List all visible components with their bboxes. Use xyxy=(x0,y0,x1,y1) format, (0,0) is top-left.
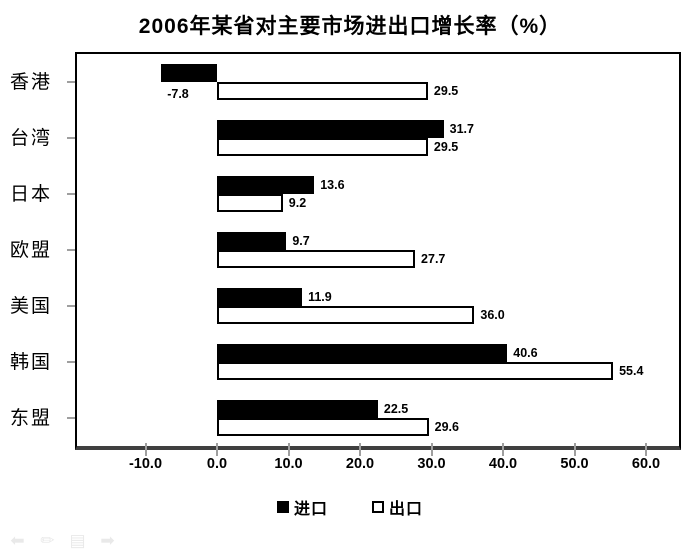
value-label: 11.9 xyxy=(308,290,332,304)
x-axis-tick-label: -10.0 xyxy=(128,456,163,472)
x-axis-tick xyxy=(430,443,433,456)
y-axis-tick xyxy=(67,193,75,195)
value-label: 13.6 xyxy=(320,178,345,192)
export-bar xyxy=(217,138,428,156)
export-bar xyxy=(217,250,416,268)
x-axis-tick xyxy=(216,443,218,456)
import-bar xyxy=(217,400,378,418)
category-label: 台湾 xyxy=(10,127,53,149)
import-bar xyxy=(217,288,303,306)
x-axis-tick-label: 30.0 xyxy=(417,456,446,472)
y-axis-tick xyxy=(67,81,75,83)
chart-title: 2006年某省对主要市场进出口增长率（%） xyxy=(138,15,562,38)
nav-toolbar: ⬅ ✏ ▤ ➡ xyxy=(8,531,117,551)
category-label: 美国 xyxy=(10,295,53,317)
x-axis-tick xyxy=(287,443,290,456)
x-axis-tick-label: 50.0 xyxy=(560,456,589,472)
export-bar xyxy=(217,82,428,100)
x-axis-tick xyxy=(502,443,504,456)
export-bar xyxy=(217,362,614,380)
legend-label: 出口 xyxy=(389,501,424,518)
value-label: 29.6 xyxy=(434,420,459,434)
value-label: 9.7 xyxy=(292,234,310,248)
value-label: -7.8 xyxy=(167,87,189,101)
y-axis-tick xyxy=(67,417,75,419)
pencil-icon[interactable]: ✏ xyxy=(40,531,55,550)
export-bar xyxy=(217,306,475,324)
plot-area: -7.8 29.5 31.7 29.5 13.6 9.2 9.7 27.7 11.9 36.0 40… xyxy=(75,52,681,450)
category-label: 日本 xyxy=(10,183,53,205)
category-label: 欧盟 xyxy=(10,239,53,261)
export-bar xyxy=(217,194,283,212)
legend-label: 进口 xyxy=(293,501,328,518)
legend: 进口 出口 xyxy=(0,495,700,519)
back-arrow-icon[interactable]: ⬅ xyxy=(10,531,25,550)
x-axis-tick-label: 20.0 xyxy=(345,456,375,472)
import-bar xyxy=(217,120,444,138)
value-label: 29.5 xyxy=(433,84,459,98)
x-axis-tick xyxy=(573,443,576,456)
category-label: 韩国 xyxy=(10,351,53,373)
legend-marker-icon xyxy=(372,501,384,513)
y-axis-tick xyxy=(67,137,75,139)
forward-arrow-icon[interactable]: ➡ xyxy=(100,531,115,550)
x-axis-tick-label: 40.0 xyxy=(488,456,518,472)
value-label: 27.7 xyxy=(421,252,446,266)
x-axis-tick xyxy=(359,443,361,456)
x-axis-tick-label: 60.0 xyxy=(631,456,661,472)
value-label: 36.0 xyxy=(480,308,505,322)
x-axis-tick xyxy=(144,443,147,456)
import-bar xyxy=(161,64,217,82)
y-axis-tick xyxy=(67,249,75,251)
category-label: 东盟 xyxy=(10,407,53,429)
legend-marker-icon xyxy=(276,501,289,513)
x-axis-tick xyxy=(645,443,647,456)
import-bar xyxy=(217,344,508,362)
value-label: 55.4 xyxy=(619,364,644,378)
y-axis-tick xyxy=(67,361,75,363)
value-label: 29.5 xyxy=(433,140,459,154)
x-axis-tick-label: 10.0 xyxy=(274,456,303,472)
value-label: 22.5 xyxy=(383,402,409,416)
list-icon[interactable]: ▤ xyxy=(69,531,86,550)
legend-item: 出口 xyxy=(372,495,423,519)
import-bar xyxy=(217,176,315,194)
value-label: 9.2 xyxy=(288,196,307,210)
value-label: 40.6 xyxy=(513,346,538,360)
import-bar xyxy=(217,232,287,250)
legend-item: 进口 xyxy=(276,495,328,519)
export-bar xyxy=(217,418,429,436)
category-label: 香港 xyxy=(10,71,53,93)
x-axis-tick-label: 0.0 xyxy=(206,456,228,472)
value-label: 31.7 xyxy=(449,122,474,136)
y-axis-tick xyxy=(67,305,75,307)
